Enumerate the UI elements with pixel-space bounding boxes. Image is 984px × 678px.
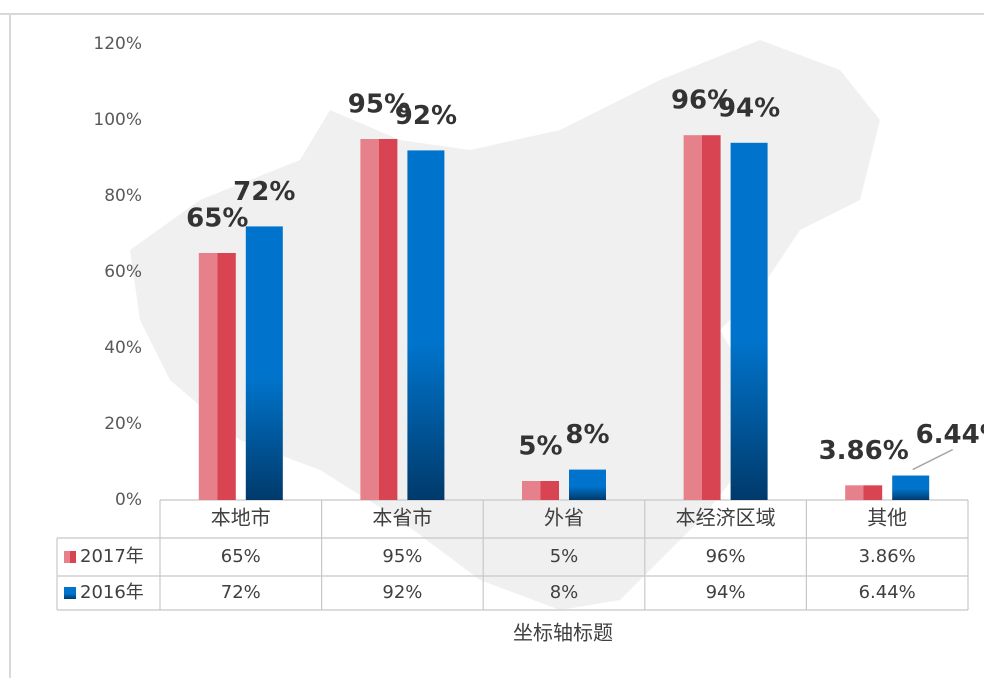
table-cell: 94% bbox=[706, 582, 746, 603]
data-label: 5% bbox=[518, 432, 562, 462]
x-tick-label: 本经济区域 bbox=[676, 506, 776, 530]
table-cell: 72% bbox=[221, 582, 261, 603]
y-tick-label: 60% bbox=[104, 262, 142, 282]
x-tick-label: 本省市 bbox=[372, 506, 432, 530]
y-tick-label: 100% bbox=[93, 110, 142, 130]
bar bbox=[360, 139, 398, 500]
bar bbox=[683, 135, 721, 500]
table-cell: 5% bbox=[550, 546, 579, 567]
table-cell: 92% bbox=[382, 582, 422, 603]
table-cell: 8% bbox=[550, 582, 579, 603]
data-label: 72% bbox=[233, 177, 295, 207]
y-tick-label: 40% bbox=[104, 338, 142, 358]
bar bbox=[845, 485, 883, 500]
x-tick-label: 本地市 bbox=[211, 506, 271, 530]
table-cell: 65% bbox=[221, 546, 261, 567]
x-tick-label: 其他 bbox=[867, 506, 907, 530]
legend-label: 2017年 bbox=[80, 546, 144, 567]
data-label: 94% bbox=[718, 93, 780, 123]
data-label: 96% bbox=[671, 86, 733, 116]
bar bbox=[730, 142, 768, 501]
data-label: 92% bbox=[395, 101, 457, 131]
data-label: 8% bbox=[565, 420, 609, 450]
frame bbox=[0, 13, 984, 678]
bar bbox=[892, 475, 930, 500]
data-label: 6.44% bbox=[916, 420, 984, 450]
data-label: 3.86% bbox=[819, 436, 909, 466]
y-tick-label: 20% bbox=[104, 414, 142, 434]
legend-swatch bbox=[64, 551, 76, 563]
legend-swatch bbox=[64, 587, 76, 599]
x-axis-title: 坐标轴标题 bbox=[513, 621, 613, 645]
leader-line bbox=[912, 448, 954, 471]
y-tick-label: 0% bbox=[115, 490, 142, 510]
data-label: 65% bbox=[186, 204, 248, 234]
y-tick-label: 80% bbox=[104, 186, 142, 206]
table-cell: 95% bbox=[382, 546, 422, 567]
bar bbox=[569, 469, 606, 500]
bar bbox=[522, 481, 559, 500]
table-cell: 96% bbox=[706, 546, 746, 567]
table-cell: 3.86% bbox=[859, 546, 916, 567]
bar bbox=[407, 150, 445, 500]
bar bbox=[198, 253, 236, 500]
legend-label: 2016年 bbox=[80, 582, 144, 603]
bar bbox=[245, 226, 283, 500]
data-label: 95% bbox=[348, 90, 410, 120]
table-cell: 6.44% bbox=[859, 582, 916, 603]
y-tick-label: 120% bbox=[93, 34, 142, 54]
x-tick-label: 外省 bbox=[544, 506, 584, 530]
